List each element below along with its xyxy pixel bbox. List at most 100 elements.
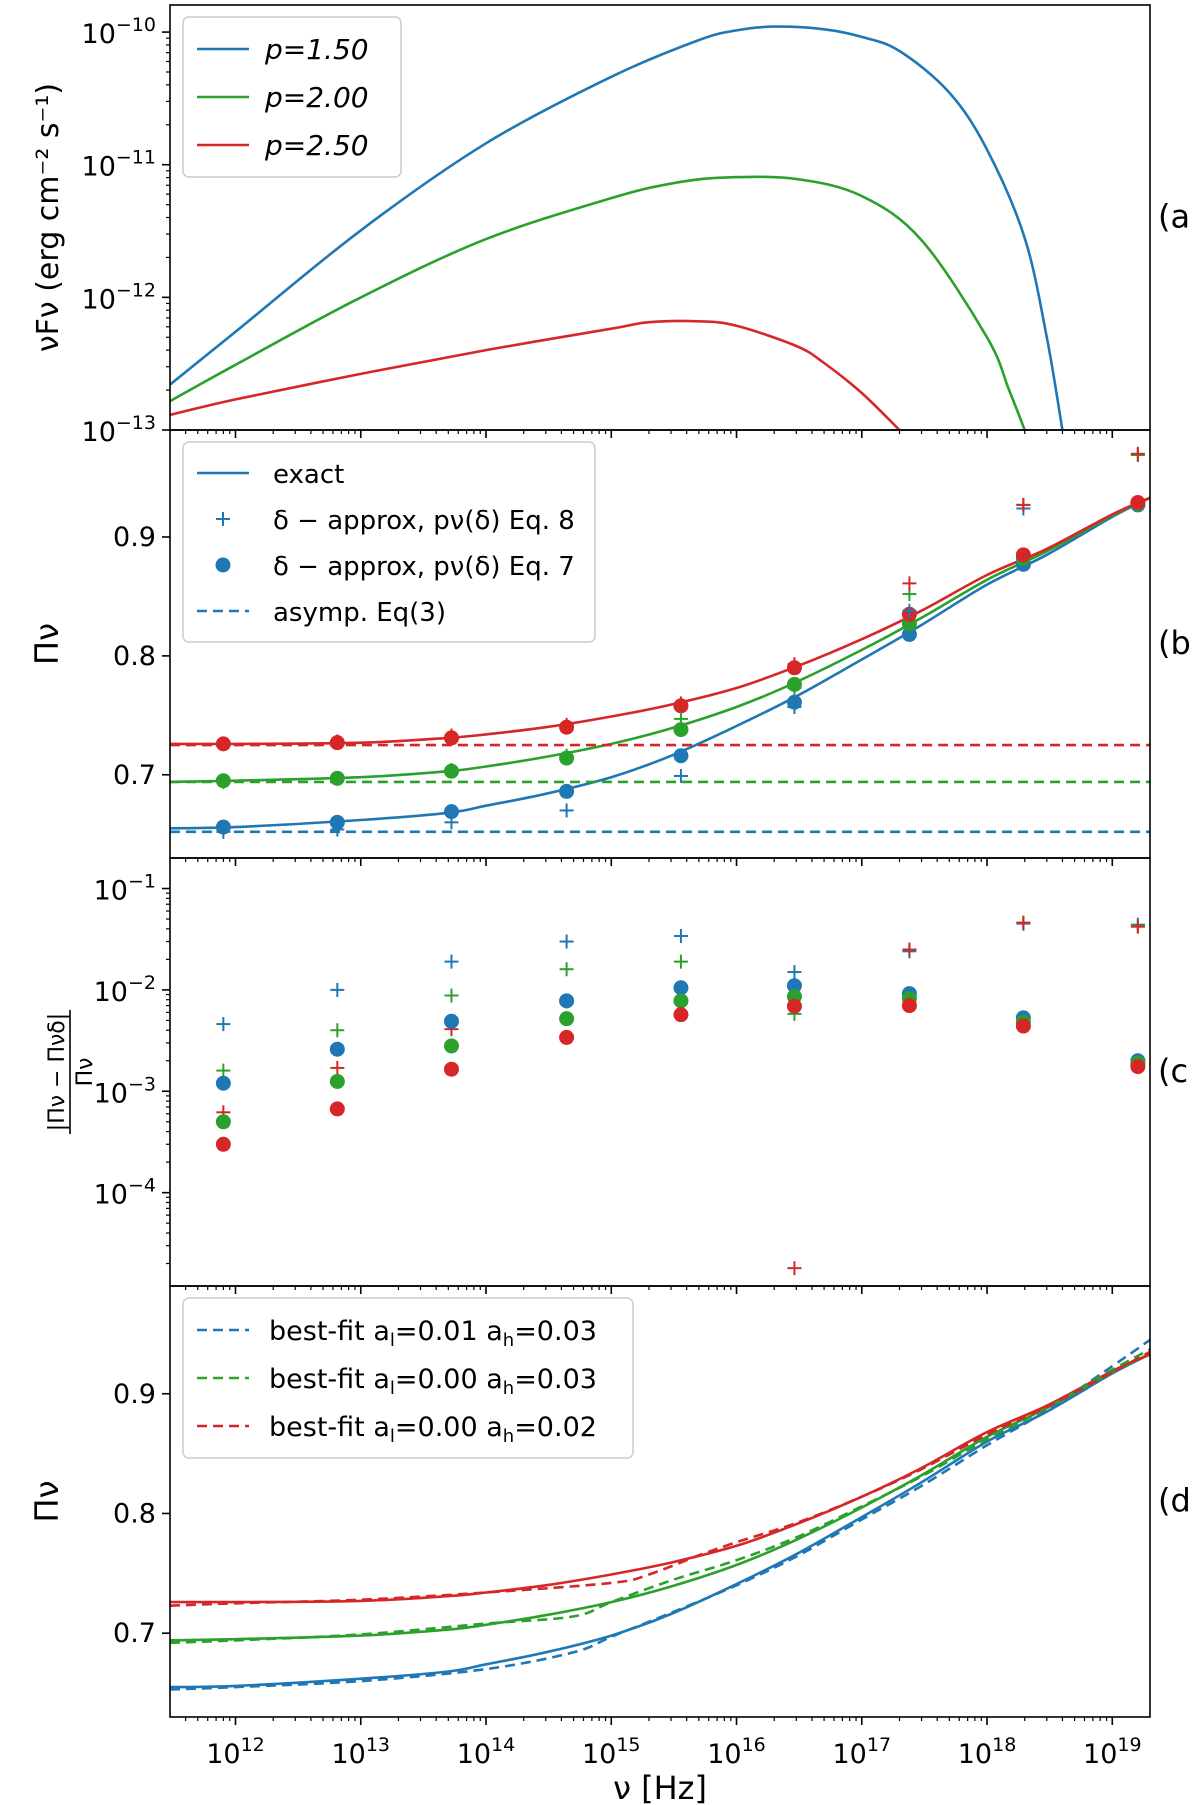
plot-area-d bbox=[170, 1338, 1150, 1691]
legend-swatch bbox=[215, 557, 231, 573]
legend-label: best-fit al=0.01 ah=0.03 bbox=[269, 1316, 597, 1351]
plot-area-a bbox=[170, 25, 1064, 430]
plot-area-c bbox=[215, 915, 1146, 1276]
panel-frame bbox=[169, 1285, 1151, 1718]
plus-marker bbox=[787, 680, 802, 695]
series-line bbox=[170, 1353, 1150, 1604]
dot-marker bbox=[786, 978, 802, 994]
dot-marker bbox=[673, 980, 689, 996]
plus-marker bbox=[673, 929, 688, 944]
y-tick-label: 10−11 bbox=[82, 147, 156, 183]
plus-marker bbox=[559, 717, 574, 732]
dot-marker bbox=[1015, 547, 1031, 563]
series-line bbox=[170, 1338, 1150, 1691]
legend: p=1.50 p=2.00 p=2.50 bbox=[182, 16, 402, 178]
dot-marker bbox=[1130, 1059, 1146, 1075]
panel-label: (b bbox=[1158, 624, 1191, 662]
y-tick-label: 10−10 bbox=[82, 14, 156, 50]
plus-marker bbox=[444, 988, 459, 1003]
plus-marker bbox=[902, 942, 917, 957]
dot-marker bbox=[443, 1038, 459, 1054]
plus-marker bbox=[1130, 919, 1145, 934]
legend-label: δ − approx, pν(δ) Eq. 7 bbox=[273, 552, 575, 582]
dot-marker bbox=[329, 1041, 345, 1057]
dot-marker bbox=[215, 1114, 231, 1130]
panel-frame bbox=[169, 857, 1151, 1287]
plus-marker bbox=[216, 824, 231, 839]
y-tick-label: 0.7 bbox=[113, 760, 156, 791]
plus-marker bbox=[902, 603, 917, 618]
dot-marker bbox=[673, 748, 689, 764]
legend-label: δ − approx, pν(δ) Eq. 8 bbox=[273, 506, 575, 536]
panel-label: (c bbox=[1158, 1052, 1188, 1090]
plus-marker bbox=[673, 954, 688, 969]
series-line bbox=[170, 1353, 1150, 1689]
plus-marker bbox=[1130, 446, 1145, 461]
dot-marker bbox=[443, 1013, 459, 1029]
y-tick-label: 10−12 bbox=[82, 279, 156, 315]
plus-marker bbox=[444, 728, 459, 743]
legend-label: p=2.00 bbox=[264, 81, 369, 114]
plus-marker bbox=[787, 965, 802, 980]
series-line bbox=[170, 1348, 1150, 1645]
plus-marker bbox=[559, 962, 574, 977]
legend-label: exact bbox=[273, 460, 344, 490]
x-tick-label: 1019 bbox=[1083, 1734, 1142, 1770]
plus-marker bbox=[216, 1017, 231, 1032]
plus-marker bbox=[787, 657, 802, 672]
y-label-numerator: |Πν − Πνδ| bbox=[45, 1013, 70, 1131]
x-tick-label: 1015 bbox=[582, 1734, 641, 1770]
x-axis-label: ν [Hz] bbox=[613, 1769, 707, 1805]
series-line bbox=[170, 319, 901, 430]
panel-a: 10−13 10−12 10−11 10−10 νFν (erg cm⁻² s⁻¹) (a… bbox=[31, 4, 1190, 448]
dot-marker bbox=[673, 1007, 689, 1023]
dot-marker bbox=[215, 1075, 231, 1091]
plus-marker bbox=[216, 1063, 231, 1078]
legend-label: p=2.50 bbox=[264, 129, 369, 162]
y-tick-label: 0.9 bbox=[113, 1379, 156, 1410]
dot-marker bbox=[215, 1136, 231, 1152]
dot-marker bbox=[559, 1029, 575, 1045]
plus-marker bbox=[559, 748, 574, 763]
dot-marker bbox=[673, 993, 689, 1009]
plus-marker bbox=[216, 774, 231, 789]
panel-label: (a bbox=[1158, 198, 1190, 236]
plot-area-b bbox=[170, 446, 1150, 839]
legend-label: best-fit al=0.00 ah=0.02 bbox=[269, 1412, 597, 1447]
x-tick-label: 1012 bbox=[206, 1734, 265, 1770]
y-tick-label: 10−1 bbox=[94, 871, 156, 907]
panel-label: (d bbox=[1158, 1482, 1191, 1520]
series-line bbox=[170, 1353, 1150, 1642]
plus-marker bbox=[330, 822, 345, 837]
plus-marker bbox=[559, 803, 574, 818]
y-label-denominator: Πν bbox=[73, 1058, 98, 1087]
panel-c: 10−4 10−3 10−2 10−1 |Πν − Πνδ| Πν (c bbox=[45, 857, 1188, 1294]
dot-marker bbox=[443, 804, 459, 820]
legend-label: best-fit al=0.00 ah=0.03 bbox=[269, 1364, 597, 1399]
legend-box bbox=[182, 441, 596, 643]
y-axis-label: Πν bbox=[28, 1481, 66, 1523]
x-tick-label: 1013 bbox=[331, 1734, 390, 1770]
dot-marker bbox=[443, 1061, 459, 1077]
dot-marker bbox=[673, 722, 689, 738]
series-line bbox=[170, 496, 1150, 746]
dot-marker bbox=[1130, 495, 1146, 511]
plus-marker bbox=[673, 711, 688, 726]
plus-marker bbox=[902, 576, 917, 591]
x-tick-label: 1014 bbox=[457, 1734, 516, 1770]
y-axis-label: νFν (erg cm⁻² s⁻¹) bbox=[31, 83, 66, 352]
y-tick-label: 10−2 bbox=[94, 972, 156, 1008]
plus-marker bbox=[330, 771, 345, 786]
legend-box bbox=[182, 16, 402, 178]
plus-marker bbox=[1016, 497, 1031, 512]
series-line bbox=[170, 175, 1026, 430]
plus-marker bbox=[444, 815, 459, 830]
x-axis: 1012 1013 1014 1015 1016 1017 1018 1019 ν [Hz] bbox=[206, 1734, 1141, 1805]
plus-marker bbox=[330, 734, 345, 749]
plus-marker bbox=[673, 696, 688, 711]
x-tick-label: 1016 bbox=[707, 1734, 766, 1770]
plus-marker bbox=[787, 1261, 802, 1276]
series-line bbox=[170, 496, 1150, 784]
